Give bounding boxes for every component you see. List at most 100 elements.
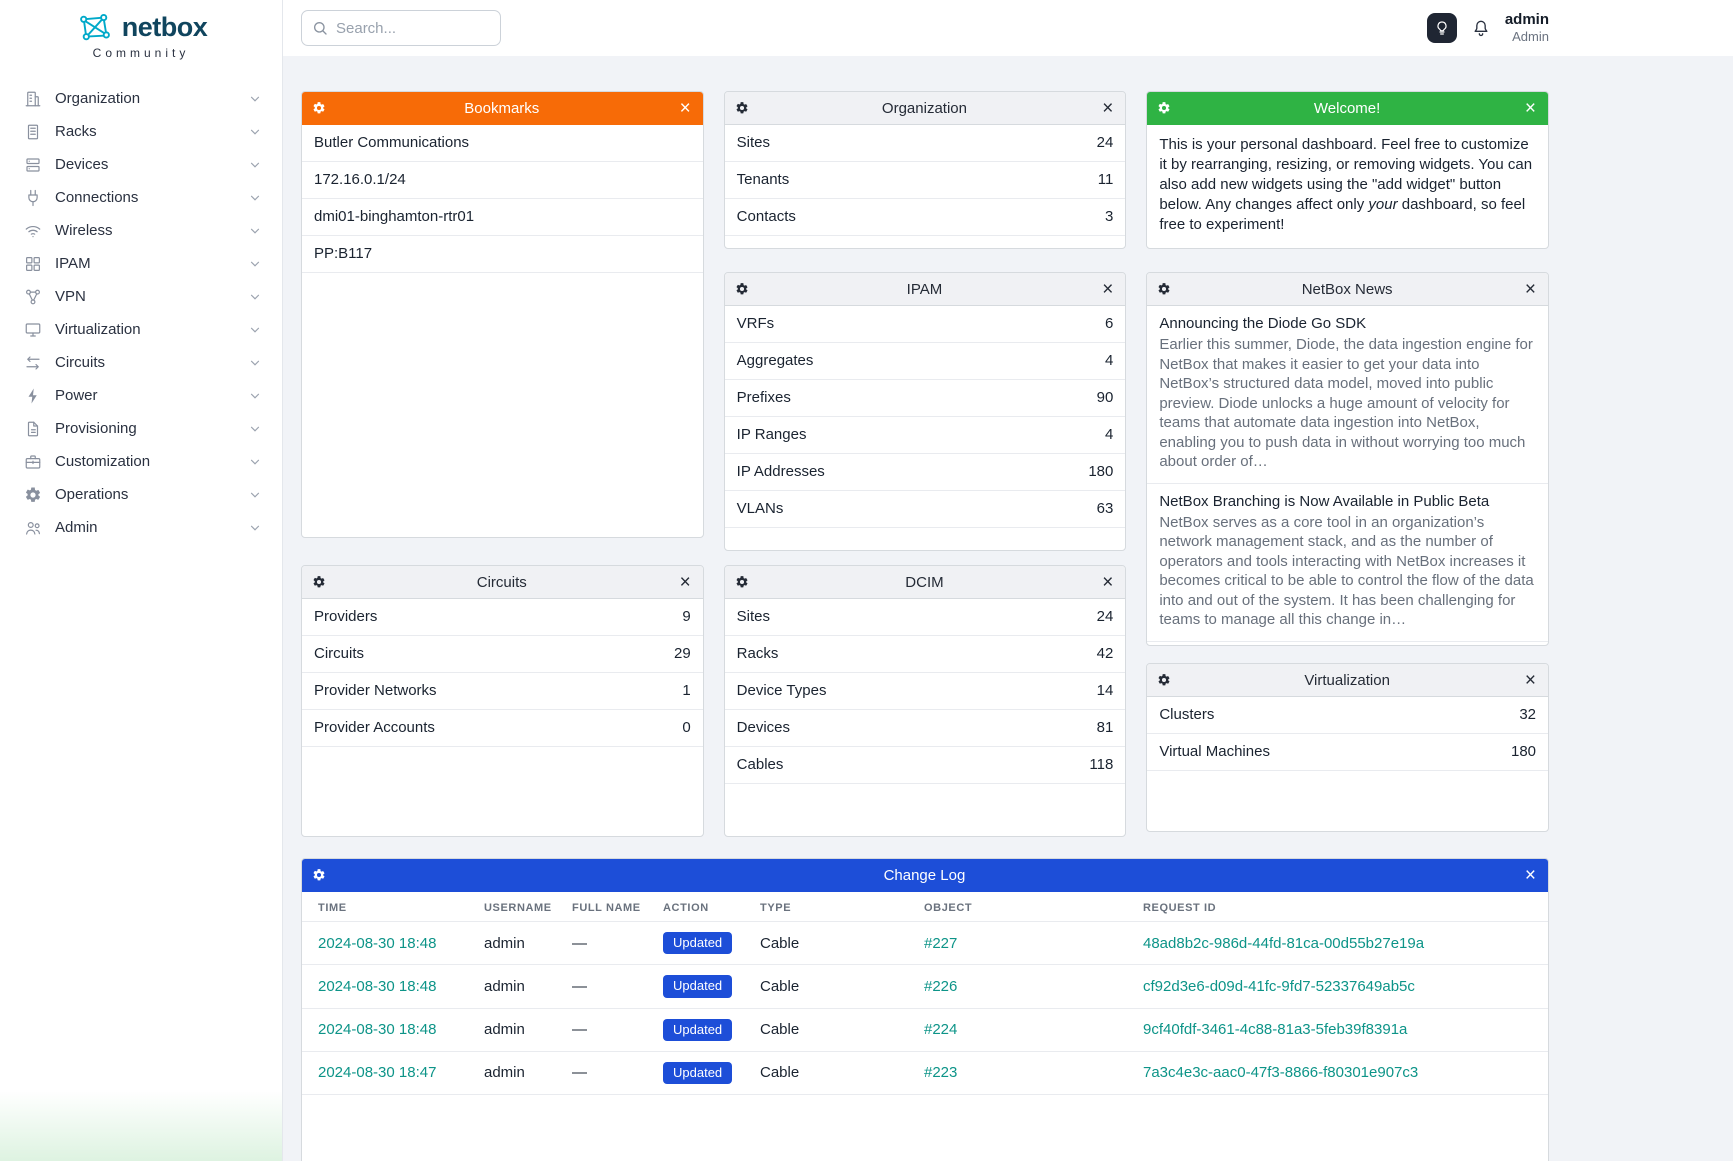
widget-config-gear-icon[interactable] <box>312 868 326 882</box>
sidebar: netbox Community Organization Racks Devi… <box>0 0 283 1161</box>
sidebar-item-wireless[interactable]: Wireless <box>0 214 282 247</box>
stat-row: Virtual Machines 180 <box>1147 734 1549 771</box>
chevron-down-icon <box>250 426 260 432</box>
change-object-link[interactable]: #223 <box>924 1064 958 1082</box>
change-request-id-link[interactable]: 9cf40fdf-3461-4c88-81a3-5feb39f8391a <box>1143 1021 1408 1039</box>
close-icon[interactable]: × <box>1524 278 1537 300</box>
bookmark-item[interactable]: 172.16.0.1/24 <box>302 162 703 199</box>
welcome-widget: Welcome! × This is your personal dashboa… <box>1146 91 1550 249</box>
notifications-button[interactable] <box>1471 18 1491 38</box>
close-icon[interactable]: × <box>1524 669 1537 691</box>
dashboard-column-2: Organization × Sites 24 Tenants 11 Contact… <box>723 91 1127 837</box>
widget-config-gear-icon[interactable] <box>312 101 326 115</box>
close-icon[interactable]: × <box>1524 97 1537 119</box>
bookmark-item[interactable]: dmi01-binghamton-rtr01 <box>302 199 703 236</box>
sidebar-item-label: Wireless <box>55 222 113 239</box>
change-time-link[interactable]: 2024-08-30 18:48 <box>318 1021 437 1039</box>
stat-row: Sites 24 <box>724 125 1126 162</box>
sidebar-item-label: VPN <box>55 288 86 305</box>
sidebar-item-provisioning[interactable]: Provisioning <box>0 412 282 445</box>
widget-title: Virtualization <box>1304 671 1390 689</box>
close-icon[interactable]: × <box>679 97 691 119</box>
search-icon <box>314 22 327 35</box>
stat-row: Racks 42 <box>724 636 1126 673</box>
change-request-id-link[interactable]: 48ad8b2c-986d-44fd-81ca-00d55b27e19a <box>1143 934 1425 952</box>
sidebar-item-devices[interactable]: Devices <box>0 148 282 181</box>
sidebar-item-label: Devices <box>55 156 109 173</box>
sidebar-item-label: Racks <box>55 123 97 140</box>
sidebar-item-vpn[interactable]: VPN <box>0 280 282 313</box>
column-header: TYPE <box>748 892 912 922</box>
sidebar-item-connections[interactable]: Connections <box>0 181 282 214</box>
user-menu[interactable]: admin Admin <box>1505 11 1549 45</box>
widget-title: Change Log <box>883 866 966 884</box>
widget-title: NetBox News <box>1301 280 1393 298</box>
theme-toggle-button[interactable] <box>1426 13 1457 43</box>
change-object-link[interactable]: #226 <box>924 977 958 995</box>
change-object-link[interactable]: #224 <box>924 1021 958 1039</box>
stat-row: Provider Accounts 0 <box>302 710 703 747</box>
brand: netbox Community <box>0 0 282 68</box>
change-time-link[interactable]: 2024-08-30 18:48 <box>318 934 437 952</box>
widget-config-gear-icon[interactable] <box>1157 673 1171 687</box>
sidebar-item-circuits[interactable]: Circuits <box>0 346 282 379</box>
virtualization-icon <box>25 322 41 337</box>
close-icon[interactable]: × <box>679 571 691 593</box>
widget-config-gear-icon[interactable] <box>735 101 749 115</box>
widget-config-gear-icon[interactable] <box>312 575 326 589</box>
close-icon[interactable]: × <box>1102 278 1114 300</box>
bookmark-item[interactable]: Butler Communications <box>302 125 703 162</box>
ipam-widget-header: IPAM × <box>724 273 1126 306</box>
sidebar-item-label: Operations <box>55 486 129 503</box>
search-box <box>301 10 501 46</box>
sidebar-item-racks[interactable]: Racks <box>0 115 282 148</box>
chevron-down-icon <box>250 525 260 531</box>
search-input[interactable] <box>336 19 490 37</box>
changelog-widget: Change Log × TIME USERNAME FULL NAME ACT… <box>301 858 1549 1161</box>
racks-icon <box>27 124 39 139</box>
stat-row: Contacts 3 <box>724 199 1126 236</box>
stat-row: IP Ranges 4 <box>724 417 1126 454</box>
dcim-widget: DCIM × Sites 24 Racks 42 Device Types 14 De… <box>723 565 1127 837</box>
sidebar-item-ipam[interactable]: IPAM <box>0 247 282 280</box>
widget-config-gear-icon[interactable] <box>735 575 749 589</box>
sidebar-item-organization[interactable]: Organization <box>0 82 282 115</box>
stat-row: Device Types 14 <box>724 673 1126 710</box>
change-object-link[interactable]: #227 <box>924 934 958 952</box>
change-request-id-link[interactable]: 7a3c4e3c-aac0-47f3-8866-f80301e907c3 <box>1143 1064 1419 1082</box>
column-header: REQUEST ID <box>1131 892 1548 922</box>
chevron-down-icon <box>250 261 260 267</box>
dashboard-column-1: Bookmarks × Butler Communications 172.16… <box>301 91 704 837</box>
change-time-link[interactable]: 2024-08-30 18:48 <box>318 977 437 995</box>
widget-title: DCIM <box>905 573 944 591</box>
stat-row: Circuits 29 <box>302 636 703 673</box>
news-article-title[interactable]: NetBox Branching is Now Available in Pub… <box>1159 492 1490 510</box>
widget-config-gear-icon[interactable] <box>735 282 749 296</box>
sidebar-item-operations[interactable]: Operations <box>0 478 282 511</box>
chevron-down-icon <box>250 492 260 498</box>
sidebar-item-admin[interactable]: Admin <box>0 511 282 544</box>
chevron-down-icon <box>250 294 260 300</box>
close-icon[interactable]: × <box>1102 571 1114 593</box>
bookmark-item[interactable]: PP:B117 <box>302 236 703 273</box>
news-article-title[interactable]: Announcing the Diode Go SDK <box>1159 315 1367 332</box>
close-icon[interactable]: × <box>1524 864 1536 886</box>
stat-row: Provider Networks 1 <box>302 673 703 710</box>
column-header: OBJECT <box>912 892 1131 922</box>
change-time-link[interactable]: 2024-08-30 18:47 <box>318 1064 437 1082</box>
widget-config-gear-icon[interactable] <box>1157 282 1171 296</box>
wireless-icon <box>25 225 41 237</box>
sidebar-item-power[interactable]: Power <box>0 379 282 412</box>
chevron-down-icon <box>250 459 260 465</box>
sidebar-item-label: Virtualization <box>55 321 141 338</box>
change-request-id-link[interactable]: cf92d3e6-d09d-41fc-9fd7-52337649ab5c <box>1143 977 1415 995</box>
chevron-down-icon <box>250 195 260 201</box>
sidebar-item-customization[interactable]: Customization <box>0 445 282 478</box>
sidebar-item-virtualization[interactable]: Virtualization <box>0 313 282 346</box>
stat-row: VLANs 63 <box>724 491 1126 528</box>
close-icon[interactable]: × <box>1102 97 1114 119</box>
column-header: USERNAME <box>472 892 560 922</box>
vpn-icon <box>26 289 40 304</box>
widget-config-gear-icon[interactable] <box>1157 101 1171 115</box>
